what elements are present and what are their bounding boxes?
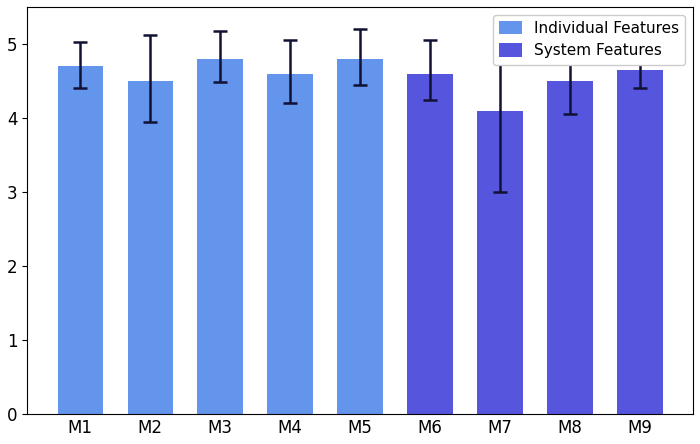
Bar (57, 66, 103, 414)
Bar (547, 81, 593, 414)
Bar (617, 70, 663, 414)
Bar (477, 111, 523, 414)
Bar (267, 74, 313, 414)
Bar (337, 59, 383, 414)
Legend: Individual Features, System Features: Individual Features, System Features (493, 15, 685, 64)
Bar (127, 81, 173, 414)
Bar (197, 59, 243, 414)
Bar (407, 74, 453, 414)
